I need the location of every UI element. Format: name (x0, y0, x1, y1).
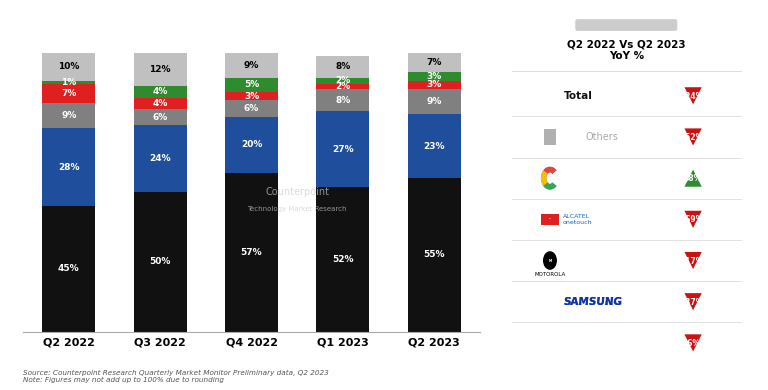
Polygon shape (684, 252, 702, 269)
Text: 7%: 7% (61, 89, 77, 98)
Text: 4%: 4% (152, 99, 168, 108)
Text: Q2 2022 Vs Q2 2023
YoY %: Q2 2022 Vs Q2 2023 YoY % (567, 40, 686, 61)
Text: 3%: 3% (427, 72, 442, 81)
Bar (225, 78, 278, 92)
Text: 10%: 10% (58, 62, 79, 71)
Text: TCL: TCL (548, 218, 551, 219)
Bar (225, 53, 278, 78)
Text: 3%: 3% (427, 80, 442, 89)
Text: 9%: 9% (243, 61, 260, 70)
Bar (408, 114, 461, 178)
Text: 8%: 8% (336, 62, 350, 71)
Text: 1%: 1% (61, 78, 76, 87)
Polygon shape (684, 87, 702, 105)
Text: 23%: 23% (424, 142, 445, 151)
Text: 57%: 57% (240, 248, 263, 257)
Text: 24%: 24% (149, 154, 171, 163)
Bar (316, 187, 369, 332)
FancyBboxPatch shape (541, 214, 558, 225)
Polygon shape (684, 170, 702, 187)
Text: 8%: 8% (336, 96, 350, 105)
Bar (408, 89, 461, 114)
Text: 5%: 5% (244, 80, 259, 89)
Text: -17%: -17% (683, 257, 703, 266)
Bar (225, 100, 278, 117)
Bar (408, 81, 461, 89)
Text: Source: Counterpoint Research Quarterly Market Monitor Preliminary data, Q2 2023: Source: Counterpoint Research Quarterly … (23, 370, 329, 383)
Text: MOTOROLA: MOTOROLA (535, 272, 565, 277)
Text: -6%: -6% (685, 339, 701, 348)
Text: 28%: 28% (58, 163, 79, 172)
Polygon shape (684, 293, 702, 310)
Text: 55%: 55% (424, 250, 445, 259)
Text: M: M (548, 259, 551, 262)
Text: Total: Total (564, 91, 592, 101)
Bar (316, 112, 369, 187)
Bar (42, 128, 95, 206)
Bar (134, 53, 187, 86)
Text: -52%: -52% (683, 133, 703, 142)
Text: 6%: 6% (153, 112, 167, 122)
Text: 20%: 20% (241, 140, 262, 149)
Text: SAMSUNG: SAMSUNG (564, 297, 623, 307)
Text: 12%: 12% (150, 65, 170, 74)
Bar (316, 78, 369, 83)
Bar (316, 83, 369, 89)
Text: 2%: 2% (336, 82, 350, 91)
Bar (408, 53, 461, 73)
Circle shape (544, 252, 556, 269)
FancyBboxPatch shape (545, 129, 556, 145)
Bar (134, 98, 187, 109)
Text: 50%: 50% (150, 257, 170, 266)
Text: -69%: -69% (683, 216, 703, 225)
Text: 2%: 2% (336, 76, 350, 85)
Text: 6%: 6% (244, 104, 259, 113)
Text: ALCATEL
onetouch: ALCATEL onetouch (562, 214, 592, 225)
Bar (134, 192, 187, 332)
Bar (42, 81, 95, 83)
Text: Counterpoint: Counterpoint (265, 187, 329, 197)
FancyBboxPatch shape (485, 0, 768, 390)
Text: 45%: 45% (58, 264, 80, 273)
Polygon shape (684, 334, 702, 351)
Text: 4%: 4% (152, 87, 168, 96)
Text: Others: Others (585, 132, 618, 142)
Bar (225, 117, 278, 173)
Bar (408, 178, 461, 332)
Bar (134, 125, 187, 192)
Bar (134, 109, 187, 125)
Bar (42, 206, 95, 332)
Text: 3%: 3% (244, 92, 259, 101)
Text: -24%: -24% (683, 92, 703, 101)
Bar (316, 89, 369, 112)
Bar (42, 83, 95, 103)
Text: Technology Market Research: Technology Market Research (247, 206, 347, 212)
Polygon shape (684, 128, 702, 145)
Polygon shape (684, 211, 702, 228)
FancyBboxPatch shape (576, 20, 677, 30)
Text: 48%: 48% (684, 174, 702, 183)
Bar (42, 53, 95, 81)
Text: SAMSUNG: SAMSUNG (564, 297, 623, 307)
Text: 9%: 9% (61, 111, 77, 120)
Text: 9%: 9% (426, 97, 442, 106)
Text: 52%: 52% (333, 255, 353, 264)
Text: 27%: 27% (332, 145, 354, 154)
Bar (225, 92, 278, 100)
Bar (316, 56, 369, 78)
Bar (134, 86, 187, 98)
Bar (225, 173, 278, 332)
Text: 7%: 7% (426, 58, 442, 67)
Bar (408, 73, 461, 81)
Bar (42, 103, 95, 128)
Text: -37%: -37% (683, 298, 703, 307)
